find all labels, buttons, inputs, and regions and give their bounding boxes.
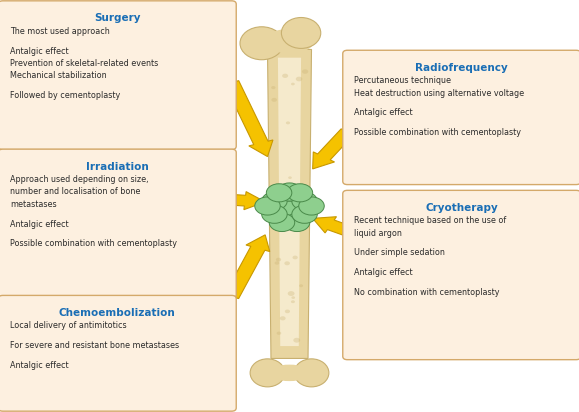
Circle shape xyxy=(266,184,292,202)
Circle shape xyxy=(302,69,308,74)
Circle shape xyxy=(284,213,310,232)
Circle shape xyxy=(277,183,302,201)
Circle shape xyxy=(280,316,285,321)
Polygon shape xyxy=(313,129,354,169)
Circle shape xyxy=(291,83,295,85)
Text: liquid argon: liquid argon xyxy=(354,229,402,238)
Circle shape xyxy=(274,261,279,265)
Text: Antalgic effect: Antalgic effect xyxy=(354,108,413,117)
Text: Radiofrequency: Radiofrequency xyxy=(415,63,508,73)
Circle shape xyxy=(262,192,287,210)
Circle shape xyxy=(288,291,295,296)
Circle shape xyxy=(288,176,292,179)
Text: Percutaneous technique: Percutaneous technique xyxy=(354,76,452,85)
Polygon shape xyxy=(231,192,265,210)
Circle shape xyxy=(292,192,317,210)
Circle shape xyxy=(282,74,288,78)
Text: Chemoembolization: Chemoembolization xyxy=(59,308,175,318)
Circle shape xyxy=(255,197,280,215)
Text: Recent technique based on the use of: Recent technique based on the use of xyxy=(354,216,507,225)
PathPatch shape xyxy=(278,58,301,346)
Circle shape xyxy=(262,205,287,223)
Text: Under simple sedation: Under simple sedation xyxy=(354,248,445,258)
Text: Possible combination with cementoplasty: Possible combination with cementoplasty xyxy=(354,128,521,137)
Circle shape xyxy=(292,205,317,223)
Text: Irradiation: Irradiation xyxy=(86,162,149,171)
Text: Antalgic effect: Antalgic effect xyxy=(10,47,68,56)
Polygon shape xyxy=(225,235,270,299)
Circle shape xyxy=(296,77,302,81)
Circle shape xyxy=(285,309,290,313)
Text: Cryotherapy: Cryotherapy xyxy=(426,203,498,213)
Circle shape xyxy=(277,332,281,335)
Ellipse shape xyxy=(250,359,285,387)
Circle shape xyxy=(277,201,302,219)
Ellipse shape xyxy=(281,18,321,49)
Text: Antalgic effect: Antalgic effect xyxy=(354,268,413,277)
Circle shape xyxy=(284,261,290,265)
Ellipse shape xyxy=(267,365,312,381)
Text: number and localisation of bone: number and localisation of bone xyxy=(10,187,140,197)
Text: Surgery: Surgery xyxy=(94,13,141,23)
Ellipse shape xyxy=(240,27,284,60)
Text: Possible combination with cementoplasty: Possible combination with cementoplasty xyxy=(10,239,177,248)
Polygon shape xyxy=(313,217,351,236)
FancyBboxPatch shape xyxy=(0,149,236,298)
Circle shape xyxy=(286,122,290,124)
Text: Prevention of skeletal-related events: Prevention of skeletal-related events xyxy=(10,59,158,68)
Circle shape xyxy=(287,184,313,202)
FancyBboxPatch shape xyxy=(343,50,579,185)
Text: Antalgic effect: Antalgic effect xyxy=(10,220,68,229)
Text: The most used approach: The most used approach xyxy=(10,27,109,36)
Circle shape xyxy=(292,255,298,259)
Text: Approach used depending on size,: Approach used depending on size, xyxy=(10,175,148,184)
Text: metastases: metastases xyxy=(10,200,57,209)
Circle shape xyxy=(299,284,303,287)
Ellipse shape xyxy=(265,29,314,54)
Circle shape xyxy=(272,98,277,102)
Text: Mechanical stabilization: Mechanical stabilization xyxy=(10,71,107,80)
Circle shape xyxy=(294,338,300,343)
Text: For severe and resistant bone metastases: For severe and resistant bone metastases xyxy=(10,341,179,350)
Circle shape xyxy=(269,213,295,232)
PathPatch shape xyxy=(267,49,312,358)
Ellipse shape xyxy=(294,359,329,387)
Circle shape xyxy=(276,258,281,262)
Circle shape xyxy=(271,86,276,89)
FancyBboxPatch shape xyxy=(343,190,579,360)
Circle shape xyxy=(299,197,324,215)
Text: Antalgic effect: Antalgic effect xyxy=(10,361,68,370)
Circle shape xyxy=(291,300,295,303)
Text: Followed by cementoplasty: Followed by cementoplasty xyxy=(10,91,120,100)
Polygon shape xyxy=(225,81,273,157)
Text: Local delivery of antimitotics: Local delivery of antimitotics xyxy=(10,321,126,330)
FancyBboxPatch shape xyxy=(0,295,236,411)
Circle shape xyxy=(291,296,295,299)
Text: No combination with cementoplasty: No combination with cementoplasty xyxy=(354,288,500,297)
FancyBboxPatch shape xyxy=(0,1,236,150)
Text: Heat destruction using alternative voltage: Heat destruction using alternative volta… xyxy=(354,89,525,98)
